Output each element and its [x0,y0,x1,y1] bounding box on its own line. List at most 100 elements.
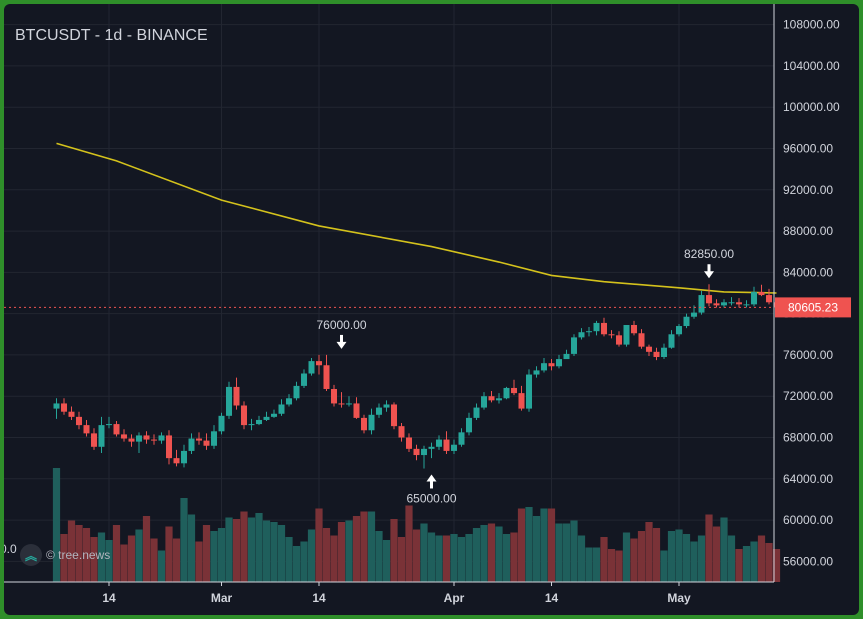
volume-bar [592,547,601,582]
volume-bar [345,520,353,582]
y-tick-label: 64000.00 [783,472,833,486]
candle-body [361,417,367,431]
volume-bar [255,513,263,582]
candle [203,433,210,450]
candle-body [518,393,525,409]
candle [91,428,97,450]
candle-body [668,334,675,348]
volume-bar [667,531,676,582]
candle-body [383,404,390,408]
clipped-label: 0.0 [4,542,17,556]
y-tick-label: 88000.00 [783,224,833,238]
chart-frame: 76000.00 65000.00 82850.00 56000.00 60000.0… [4,4,859,615]
candle-body [263,416,270,420]
candle [271,409,277,418]
candle-body [301,373,307,386]
candle-body [271,413,277,417]
candle-body [233,386,240,406]
volume-bar [360,511,368,582]
candle [353,397,360,419]
volume-bar [427,532,436,582]
candle-body [181,450,187,464]
candle-body [511,387,517,394]
candle [391,402,397,430]
candle [571,334,577,356]
candle [728,297,735,306]
candle-body [601,322,607,335]
candle-body [121,434,127,439]
annotations: 76000.00 65000.00 82850.00 [4,247,774,505]
arrow-down-icon [704,271,714,279]
volume-bar [382,540,391,582]
candlestick-chart[interactable]: 76000.00 65000.00 82850.00 56000.00 60000.0… [4,4,859,615]
candle-body [391,404,397,427]
candle-body [53,403,60,409]
candle-body [548,363,555,367]
candle [466,412,472,436]
candle-body [346,403,352,405]
volume-bar [510,532,518,582]
candle [623,324,630,347]
volume-bar [495,526,503,582]
volume-bar [705,514,713,582]
volume-bar [90,537,98,582]
volume-bar [547,508,556,582]
x-tick-label: May [667,591,691,605]
candle [376,403,382,418]
price-annotation: 82850.00 [684,247,734,279]
candle-body [698,295,705,313]
volume-bar [300,541,308,582]
double-chevron-up-icon: ︽ [20,544,42,566]
candle [61,398,67,415]
candle [616,331,622,347]
candle [98,416,105,453]
watermark: ︽ © tree.news [20,544,110,566]
volume-bar [525,507,533,582]
volume-bar [82,528,91,582]
current-price-badge [775,297,851,318]
volume-bar [555,523,563,582]
volume-bar [60,534,68,582]
candle [188,433,195,455]
candle-body [436,439,442,447]
candle-body [556,359,562,367]
volume-bar [142,516,151,582]
volume-bar [232,519,241,582]
candle-body [173,458,180,464]
candle [683,313,690,329]
candle-body [713,303,720,306]
candle-body [721,302,727,306]
candle [331,384,337,407]
candle-body [226,386,232,416]
y-tick-label: 104000.00 [783,59,840,73]
candle-body [166,435,172,459]
y-tick-label: 96000.00 [783,142,833,156]
volume-bar [172,538,181,582]
volume-bar [322,528,331,582]
candle [136,432,142,453]
candle [646,344,652,356]
candle-body [278,404,285,414]
candle-body [541,363,547,371]
candle [173,449,180,467]
candle-body [188,438,195,451]
x-tick-label: Apr [444,591,465,605]
candle [638,329,645,349]
volume-bar [330,535,338,582]
arrow-down-icon [336,341,347,349]
volume-bar [570,520,578,582]
candle [211,425,217,449]
candle-body [323,365,330,389]
candle [548,359,555,371]
volume-bar [105,540,113,582]
volume-bar [637,531,646,582]
volume-bar [210,531,218,582]
volume-bar [315,508,323,582]
volume-bar [202,525,211,582]
candle [151,434,157,445]
candle [428,442,435,459]
volume-bar [225,517,233,582]
volume-bar [517,508,526,582]
volume-bar [480,525,488,582]
x-tick-label: 14 [312,591,326,605]
